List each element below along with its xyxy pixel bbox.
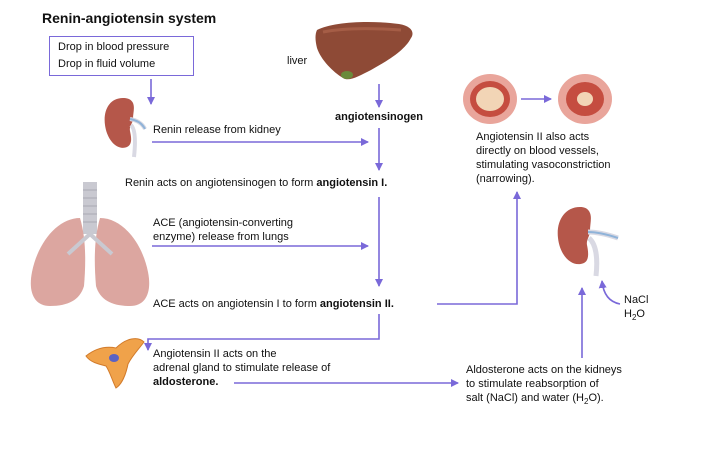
vaso-line-3: stimulating vasoconstriction [476, 159, 611, 171]
ace-release-line-2: enzyme) release from lungs [153, 231, 289, 243]
angiotensinogen-label: angiotensinogen [335, 111, 423, 123]
aldosterone-term: aldosterone. [153, 376, 219, 388]
aldo-kidney-line-1: Aldosterone acts on the kidneys [466, 364, 622, 376]
constricted-blood-vessel-icon [558, 74, 612, 124]
renin-acts-text: Renin acts on angiotensinogen to form [125, 177, 317, 189]
aldo-kidney-line-3: salt (NaCl) and water (H2O). [466, 391, 604, 409]
arrow-to-vessels [437, 191, 521, 305]
trigger-line-2: Drop in fluid volume [58, 58, 156, 70]
nacl-label: NaCl [624, 294, 649, 306]
ace-acts-label: ACE acts on angiotensin I to form angiot… [153, 297, 394, 312]
vaso-line-1: Angiotensin II also acts [476, 131, 590, 143]
diagram-title: Renin-angiotensin system [42, 10, 217, 26]
liver-icon [315, 22, 413, 80]
angiotensin-2-term: angiotensin II. [319, 298, 394, 310]
h2o-label: H2O [624, 307, 645, 325]
adrenal-line-1: Angiotensin II acts on the [153, 348, 277, 360]
adrenal-gland-icon [85, 338, 145, 389]
renin-release-label: Renin release from kidney [153, 124, 281, 136]
kidney-icon [104, 98, 147, 158]
lungs-icon [30, 182, 150, 306]
blood-vessel-icon [463, 74, 517, 124]
aldo-kidney-line-3-end: O). [588, 392, 604, 404]
ace-acts-text: ACE acts on angiotensin I to form [153, 298, 320, 310]
aldo-kidney-line-3-text: salt (NaCl) and water (H [466, 392, 584, 404]
h2o-subscript: 2 [631, 313, 637, 323]
angiotensin-1-term: angiotensin I. [316, 177, 388, 189]
trigger-box: Drop in blood pressure Drop in fluid vol… [49, 36, 194, 76]
trigger-line-1: Drop in blood pressure [58, 41, 170, 53]
aldo-kidney-line-2: to stimulate reabsorption of [466, 378, 599, 390]
kidney-icon-right [557, 207, 619, 277]
adrenal-line-2: adrenal gland to stimulate release of [153, 362, 331, 374]
arrow-to-adrenal [144, 314, 380, 351]
vaso-line-2: directly on blood vessels, [476, 145, 599, 157]
renin-acts-label: Renin acts on angiotensinogen to form an… [125, 176, 387, 191]
h2o-h: H [624, 308, 632, 320]
liver-label: liver [287, 55, 308, 67]
arrow-nacl-h2o [598, 280, 621, 305]
ace-release-line-1: ACE (angiotensin-converting [153, 217, 294, 229]
h2o-o: O [636, 308, 645, 320]
vaso-line-4: (narrowing). [476, 173, 535, 185]
aldo-kidney-subscript: 2 [583, 397, 589, 407]
